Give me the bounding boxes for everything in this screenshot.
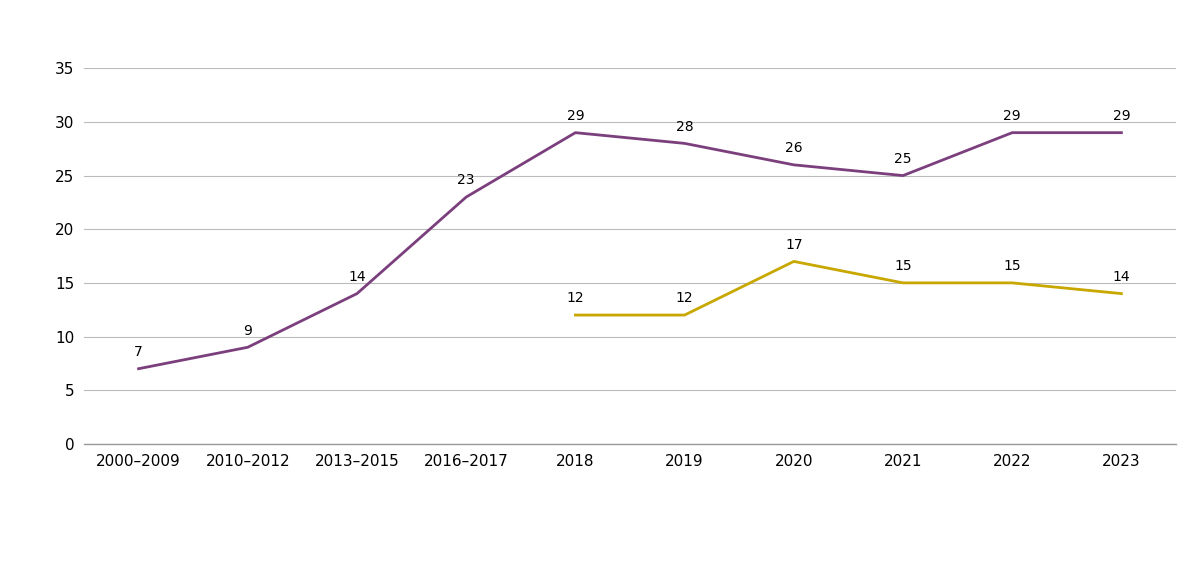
Text: 12: 12: [566, 291, 584, 306]
Text: 26: 26: [785, 141, 803, 155]
Text: 29: 29: [566, 109, 584, 123]
Text: 15: 15: [894, 259, 912, 273]
Text: 25: 25: [894, 152, 912, 166]
Text: 7: 7: [134, 345, 143, 359]
Text: 29: 29: [1003, 109, 1021, 123]
Text: 14: 14: [348, 270, 366, 284]
Text: 12: 12: [676, 291, 694, 306]
Text: 28: 28: [676, 119, 694, 134]
Text: 15: 15: [1003, 259, 1021, 273]
Text: 9: 9: [244, 324, 252, 337]
Text: 14: 14: [1112, 270, 1130, 284]
Text: 17: 17: [785, 238, 803, 251]
Text: 29: 29: [1112, 109, 1130, 123]
Text: 23: 23: [457, 174, 475, 187]
